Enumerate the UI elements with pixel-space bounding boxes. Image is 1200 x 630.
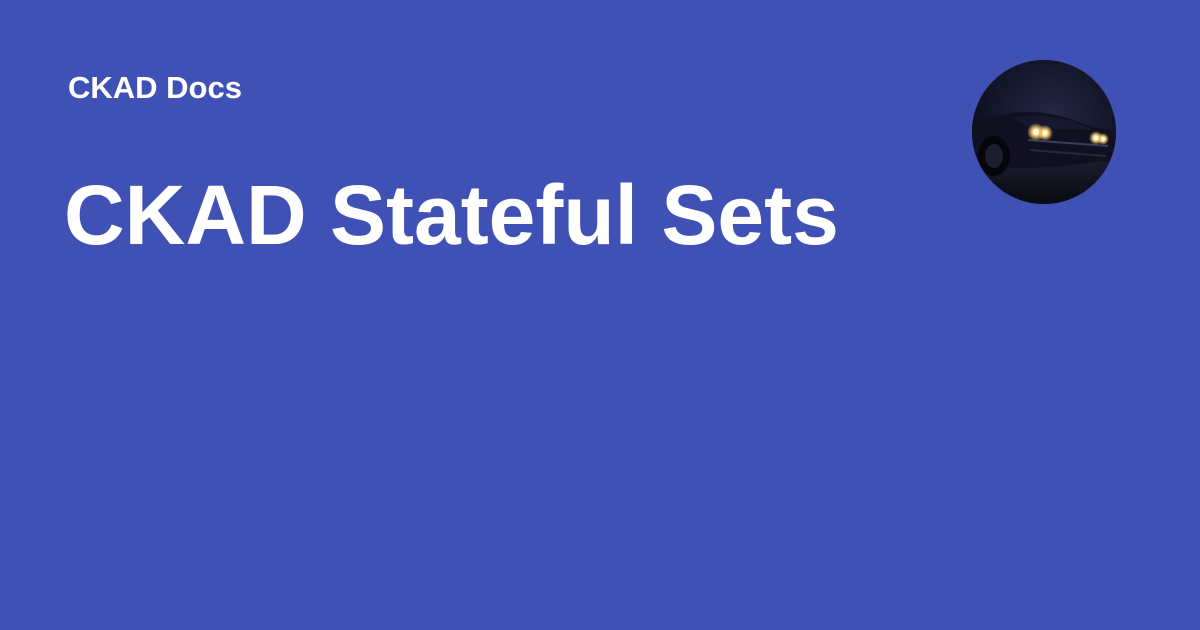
avatar bbox=[972, 60, 1116, 204]
car-night-photo-icon bbox=[972, 60, 1116, 204]
page-title: CKAD Stateful Sets bbox=[64, 168, 839, 262]
site-name[interactable]: CKAD Docs bbox=[68, 70, 242, 105]
